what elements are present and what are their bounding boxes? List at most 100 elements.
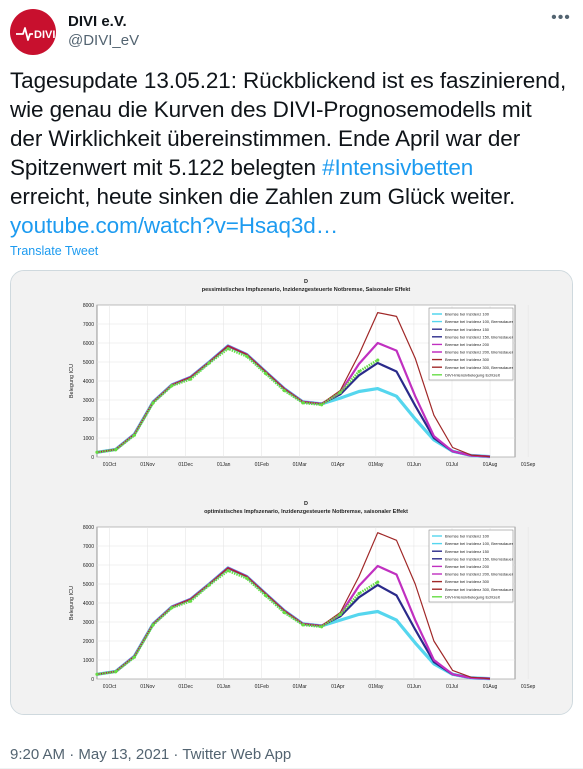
legend-label: Bremse bei Inzidenz 200, Bremsdauer xyxy=(445,350,514,355)
x-tick-label: 01Dec xyxy=(178,462,193,468)
legend-label: Bremse bei Inzidenz 300, Bremsdauer xyxy=(445,587,514,592)
chart-title: optimistisches Impfszenario, Inzidenzges… xyxy=(204,509,408,515)
data-point xyxy=(114,670,118,674)
legend-label: Bremse bei Inzidenz 150 xyxy=(445,549,490,554)
data-point xyxy=(338,612,342,616)
x-tick-label: 01Jul xyxy=(446,684,458,690)
data-point xyxy=(95,672,99,676)
x-tick-label: 01Oct xyxy=(103,684,117,690)
data-point xyxy=(263,593,268,597)
x-tick-label: 01Mar xyxy=(293,684,308,690)
x-tick-label: 01Feb xyxy=(255,462,269,468)
x-tick-label: 01Mar xyxy=(293,462,308,468)
x-tick-label: 01May xyxy=(368,462,384,468)
data-point xyxy=(245,354,249,358)
legend-label: Bremse bei Inzidenz 200 xyxy=(445,342,490,347)
x-tick-label: 01Jun xyxy=(407,462,421,468)
legend-label: Bremse bei Inzidenz 100 xyxy=(445,312,490,317)
legend-label: Bremse bei Inzidenz 100, Bremsdauer xyxy=(445,541,514,546)
y-tick-label: 4000 xyxy=(83,379,94,385)
tweet-text: Tagesupdate 13.05.21: Rückblickend ist e… xyxy=(10,66,576,240)
y-tick-label: 2000 xyxy=(83,417,94,423)
legend-label: Bremse bei Inzidenz 100, Bremsdauer xyxy=(445,319,514,324)
legend-box xyxy=(428,307,514,381)
x-tick-label: 01Dec xyxy=(178,684,193,690)
data-point xyxy=(207,583,211,587)
hashtag-link[interactable]: #Intensivbetten xyxy=(322,155,474,180)
legend-label: Bremse bei Inzidenz 100 xyxy=(445,534,490,539)
data-point xyxy=(188,377,193,381)
tweet-line: Tagesupdate 13.05.21: Rückblickend ist e… xyxy=(10,68,567,93)
data-point xyxy=(338,390,342,394)
data-point xyxy=(282,388,286,393)
x-tick-label: 01Apr xyxy=(331,684,345,690)
data-point xyxy=(226,347,230,351)
legend-label: Bremse bei Inzidenz 200 xyxy=(445,564,490,569)
x-tick-label: 01Jul xyxy=(446,462,458,468)
data-point xyxy=(207,361,211,365)
panel-label: D xyxy=(304,501,308,507)
y-tick-label: 4000 xyxy=(83,601,94,607)
data-point xyxy=(114,448,118,452)
y-tick-label: 7000 xyxy=(83,322,94,328)
y-tick-label: 2000 xyxy=(83,639,94,645)
more-options-icon[interactable]: ••• xyxy=(551,9,571,26)
y-tick-label: 0 xyxy=(91,455,94,461)
x-tick-label: 01Aug xyxy=(483,462,498,468)
legend-label: Bremse bei Inzidenz 300, Bremsdauer xyxy=(445,365,514,370)
y-tick-label: 6000 xyxy=(83,563,94,569)
y-axis-label: Belegung ICU xyxy=(69,586,75,620)
y-tick-label: 1000 xyxy=(83,436,94,442)
tweet-line: Spitzenwert mit 5.122 belegten #Intensiv… xyxy=(10,153,576,182)
tweet-timestamp[interactable]: 9:20 AM · May 13, 2021 · Twitter Web App xyxy=(10,746,292,763)
tweet-line-text: Spitzenwert mit 5.122 belegten xyxy=(10,155,323,180)
display-name[interactable]: DIVI e.V. xyxy=(68,13,127,30)
series-line-4 xyxy=(96,569,379,676)
x-tick-label: 01Oct xyxy=(103,462,117,468)
youtube-link[interactable]: youtube.com/watch?v=Hsaq3d… xyxy=(10,213,339,238)
series-line-4 xyxy=(96,347,379,454)
panel-label: D xyxy=(304,279,308,285)
x-tick-label: 01Sep xyxy=(521,462,536,468)
data-point xyxy=(226,569,230,573)
avatar[interactable]: DIVI xyxy=(10,9,56,55)
y-tick-label: 3000 xyxy=(83,398,94,404)
data-point xyxy=(301,401,305,405)
data-point xyxy=(376,358,380,362)
y-tick-label: 1000 xyxy=(83,658,94,664)
x-tick-label: 01May xyxy=(368,684,384,690)
data-point xyxy=(151,623,155,627)
y-tick-label: 0 xyxy=(91,677,94,683)
x-tick-label: 01Feb xyxy=(255,684,269,690)
y-tick-label: 5000 xyxy=(83,582,94,588)
x-tick-label: 01Sep xyxy=(521,684,536,690)
data-point xyxy=(151,401,155,405)
chart-title: pessimistisches Impfszenario, Inzidenzge… xyxy=(202,287,411,293)
x-tick-label: 01Jun xyxy=(407,684,421,690)
data-point xyxy=(282,610,286,615)
tweet-header: DIVI DIVI e.V. @DIVI_eV ••• xyxy=(10,9,573,55)
data-point xyxy=(132,433,137,437)
x-tick-label: 01Jan xyxy=(217,462,231,468)
legend-label: Bremse bei Inzidenz 200, Bremsdauer xyxy=(445,572,514,577)
legend-label: Bremse bei Inzidenz 300 xyxy=(445,357,490,362)
y-axis-label: Belegung ICU xyxy=(69,364,75,398)
data-point xyxy=(319,625,324,629)
translate-tweet-link[interactable]: Translate Tweet xyxy=(10,244,99,258)
y-tick-label: 6000 xyxy=(83,341,94,347)
y-tick-label: 3000 xyxy=(83,620,94,626)
data-point xyxy=(95,450,99,454)
legend-box xyxy=(428,529,514,603)
user-handle[interactable]: @DIVI_eV xyxy=(68,32,140,49)
data-point xyxy=(170,606,174,610)
data-point xyxy=(188,599,193,603)
data-point xyxy=(357,591,361,596)
tweet-line: wie genau die Kurven des DIVI-Prognosemo… xyxy=(10,97,532,122)
data-point xyxy=(319,403,324,407)
y-tick-label: 8000 xyxy=(83,525,94,531)
data-point xyxy=(132,655,137,659)
